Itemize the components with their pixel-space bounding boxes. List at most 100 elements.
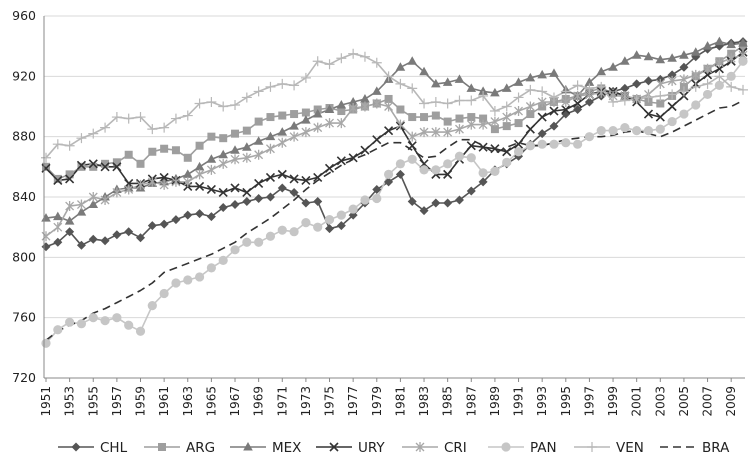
data-point-arg xyxy=(301,108,310,117)
x-tick-label: 1961 xyxy=(157,386,171,417)
data-point-mex xyxy=(726,39,736,49)
y-axis-ticks: 720 760 800 840 880 920 960 xyxy=(12,8,36,385)
legend-marker-pan xyxy=(501,442,511,452)
x-tick-label: 2003 xyxy=(653,386,667,417)
data-point-arg xyxy=(443,117,452,126)
legend-item-ury: URY xyxy=(316,440,385,456)
data-point-pan xyxy=(324,215,335,225)
data-point-ven xyxy=(619,95,630,106)
data-point-pan xyxy=(313,222,323,232)
data-point-arg xyxy=(514,119,523,128)
data-point-chl xyxy=(76,240,86,250)
series-points-ury xyxy=(41,47,748,198)
data-point-ury xyxy=(230,183,240,193)
data-point-mex xyxy=(76,207,87,216)
data-point-cri xyxy=(124,184,134,195)
data-point-ury xyxy=(336,156,346,166)
legend-marker-chl xyxy=(71,442,81,452)
data-point-arg xyxy=(112,158,121,167)
data-point-cri xyxy=(407,131,417,142)
data-point-chl xyxy=(136,233,146,243)
data-point-arg xyxy=(65,170,74,179)
data-point-chl xyxy=(325,224,335,234)
data-point-chl xyxy=(88,234,98,244)
data-point-arg xyxy=(396,105,405,114)
data-point-cri xyxy=(325,118,334,129)
data-point-ury xyxy=(502,147,512,157)
data-point-arg xyxy=(195,141,204,150)
data-point-chl xyxy=(313,197,323,207)
data-point-chl xyxy=(454,195,464,205)
data-point-arg xyxy=(479,114,488,123)
data-point-ven xyxy=(442,98,453,109)
data-point-cri xyxy=(455,124,464,135)
data-point-ven xyxy=(170,113,181,124)
data-point-ven xyxy=(230,99,241,110)
data-point-mex xyxy=(631,50,642,59)
y-tick-label: 840 xyxy=(12,189,36,204)
data-point-arg xyxy=(431,111,440,120)
legend-item-bra: BRA xyxy=(660,440,730,456)
data-point-cri xyxy=(478,119,488,130)
data-point-cri xyxy=(431,127,441,138)
legend-label-bra: BRA xyxy=(702,440,730,456)
data-point-ury xyxy=(537,112,547,122)
data-point-arg xyxy=(502,122,511,131)
data-point-pan xyxy=(490,166,500,176)
data-point-pan xyxy=(336,210,346,220)
x-tick-label: 1955 xyxy=(86,386,100,417)
data-point-ven xyxy=(218,101,229,112)
data-point-ven xyxy=(100,122,111,133)
data-point-ury xyxy=(301,175,311,185)
data-point-pan xyxy=(301,218,311,228)
legend-item-arg: ARG xyxy=(144,440,215,456)
x-tick-label: 1953 xyxy=(63,386,77,417)
data-point-ury xyxy=(513,139,524,149)
data-point-mex xyxy=(620,56,630,65)
data-point-cri xyxy=(136,179,145,190)
data-point-cri xyxy=(502,112,512,123)
data-point-cri xyxy=(230,154,240,165)
data-point-mex xyxy=(442,77,453,86)
y-tick-label: 960 xyxy=(12,8,36,23)
data-point-ven xyxy=(159,122,170,133)
series-line-bra xyxy=(45,99,744,341)
data-point-arg xyxy=(254,117,263,126)
data-point-chl xyxy=(254,194,264,204)
series-points-arg xyxy=(42,42,747,183)
data-point-pan xyxy=(395,159,406,169)
data-point-ven xyxy=(324,59,335,70)
data-point-chl xyxy=(407,197,417,207)
data-point-ven xyxy=(419,98,430,109)
data-point-chl xyxy=(289,187,299,197)
data-point-arg xyxy=(467,113,476,122)
data-point-ven xyxy=(206,96,217,107)
legend-label-ven: VEN xyxy=(616,440,644,456)
data-point-arg xyxy=(207,132,216,141)
data-point-cri xyxy=(206,164,216,175)
data-point-chl xyxy=(301,198,311,208)
data-point-chl xyxy=(395,169,405,179)
data-point-ury xyxy=(254,178,264,188)
data-point-ury xyxy=(573,98,583,109)
data-point-arg xyxy=(42,162,50,171)
data-point-cri xyxy=(714,57,724,68)
data-point-ven xyxy=(64,140,75,151)
data-point-pan xyxy=(525,141,535,151)
data-point-arg xyxy=(219,134,228,143)
data-point-chl xyxy=(65,227,75,237)
data-point-mex xyxy=(348,96,358,106)
data-point-pan xyxy=(620,123,630,133)
data-point-ven xyxy=(608,96,619,107)
data-point-mex xyxy=(454,74,465,83)
x-tick-label: 1963 xyxy=(181,386,195,417)
data-point-chl xyxy=(632,79,642,89)
data-point-arg xyxy=(89,162,98,171)
data-point-ury xyxy=(195,181,205,192)
data-point-mex xyxy=(738,38,748,47)
data-point-pan xyxy=(135,326,146,336)
x-tick-label: 2001 xyxy=(630,386,644,417)
legend-item-pan: PAN xyxy=(488,440,557,456)
data-point-pan xyxy=(383,169,394,179)
